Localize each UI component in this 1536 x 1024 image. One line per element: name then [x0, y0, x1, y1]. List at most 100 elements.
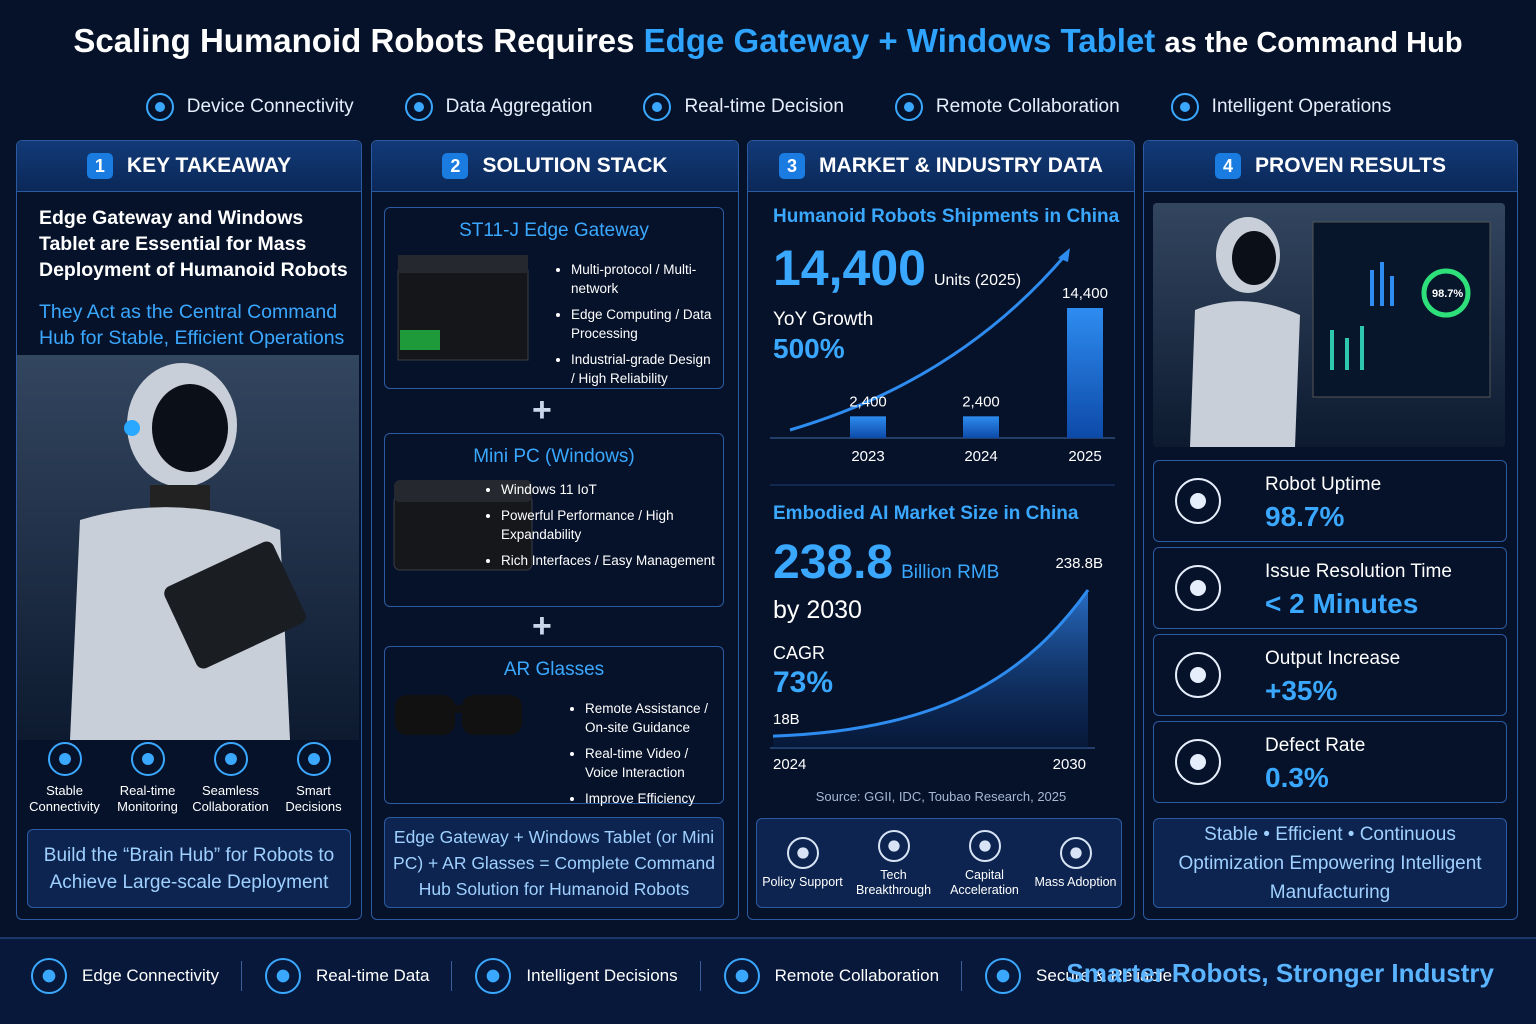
footer-label: Secure & Reliable — [1036, 966, 1173, 985]
icon-shape — [1175, 478, 1221, 524]
market-area — [773, 590, 1088, 748]
panel-header: 1 KEY TAKEAWAY — [17, 141, 361, 192]
icon-shape — [652, 102, 663, 112]
separator — [241, 961, 243, 991]
metric-label: Robot Uptime — [1265, 474, 1382, 495]
value-label: 2,400 — [962, 393, 1000, 410]
icon-shape — [1059, 837, 1092, 869]
value-label: 238.8B — [1055, 555, 1103, 572]
separator — [961, 961, 963, 991]
heading: MARKET & INDUSTRY DATA — [819, 154, 1103, 177]
icon-label: Smart Decisions — [285, 783, 342, 814]
feature-label: Real-time Decision — [684, 96, 844, 117]
icon-shape — [1190, 667, 1206, 683]
icon — [47, 742, 82, 776]
footer-box: Build the “Brain Hub” for Robots to Achi… — [27, 829, 351, 908]
feature-label: Data Aggregation — [445, 96, 593, 117]
metric-value: < 2 Minutes — [1265, 588, 1419, 619]
screen-value: 98.7% — [1432, 288, 1464, 300]
bar — [963, 416, 999, 438]
big-stat: 14,400 Units (2025) — [773, 239, 1021, 297]
value-label: 2,400 — [849, 393, 887, 410]
value-label: 18B — [773, 711, 800, 728]
separator — [699, 961, 701, 991]
icon-shape — [404, 93, 433, 121]
product-name: AR Glasses — [503, 659, 605, 680]
value-label: 14,400 — [1062, 285, 1108, 302]
feature: Real-time Decision — [642, 92, 844, 122]
product-box: Mini PC (Windows) Windows 11 IoT Powerful … — [384, 433, 724, 607]
plus: + — [532, 391, 552, 429]
results-footer: Stable • Efficient • Continuous Optimiza… — [1153, 818, 1507, 908]
bullet: Real-time Video / Voice Interaction — [585, 744, 717, 782]
feature-label: Intelligent Operations — [1211, 96, 1392, 117]
product-name: ST11-J Edge Gateway — [459, 220, 649, 241]
feature-label: Remote Collaboration — [935, 96, 1120, 117]
icon-label: Seamless Collaboration — [192, 783, 269, 814]
icon-shape — [413, 102, 424, 112]
robot-figure — [70, 363, 306, 740]
icon-shape — [47, 742, 82, 776]
gateway-image — [397, 255, 529, 361]
feature: Intelligent Operations — [1170, 92, 1392, 122]
bullet: Multi-protocol / Multi-network — [571, 260, 717, 298]
title: Scaling Humanoid Robots Requires Edge Ga… — [0, 22, 1536, 60]
icon-shape — [1190, 580, 1206, 596]
icon-shape — [154, 102, 165, 112]
heading: KEY TAKEAWAY — [126, 154, 292, 177]
bullet: Windows 11 IoT — [501, 480, 717, 499]
icon-shape — [796, 847, 809, 859]
icon-shape — [643, 93, 672, 121]
icon — [296, 742, 331, 776]
badge: 2 — [442, 153, 469, 179]
icon — [1059, 837, 1092, 869]
panel-header: 4 PROVEN RESULTS — [1144, 141, 1517, 192]
badge: 4 — [1215, 153, 1242, 179]
icon — [985, 958, 1022, 994]
plus: + — [532, 607, 552, 645]
icon-shape — [307, 753, 320, 765]
icon-shape — [265, 958, 302, 994]
title-highlight: Edge Gateway + Windows Tablet — [643, 22, 1156, 59]
footer-item: Remote Collaboration — [723, 957, 939, 995]
icon — [1170, 93, 1199, 121]
title-part: as the Command Hub — [1164, 27, 1463, 59]
icon-shape — [276, 969, 290, 983]
panel-header: 3 MARKET & INDUSTRY DATA — [748, 141, 1134, 192]
icon-shape — [475, 958, 512, 994]
summary: Edge Gateway + Windows Tablet (or Mini P… — [393, 826, 715, 899]
icon-shape — [786, 837, 819, 869]
cagr-label: CAGR — [773, 643, 826, 663]
driver: Capital Acceleration — [943, 829, 1027, 898]
icon — [1175, 739, 1221, 785]
icon — [130, 742, 165, 776]
footer-text: Build the “Brain Hub” for Robots to Achi… — [43, 844, 335, 893]
by-year: by 2030 — [773, 596, 862, 624]
icon-item: Smart Decisions — [273, 741, 355, 815]
unit: Billion RMB — [901, 562, 1000, 583]
bullets: Windows 11 IoT Powerful Performance / Hig… — [485, 480, 717, 577]
icon-shape — [145, 93, 174, 121]
minipc-image — [393, 480, 533, 571]
bar — [1067, 308, 1103, 438]
footer-items: Edge Connectivity Real-time Data Intellige… — [30, 952, 1172, 1000]
feature: Device Connectivity — [145, 92, 354, 122]
results-robot — [1190, 217, 1300, 447]
product-box: AR Glasses Remote Assistance / On-site Gu… — [384, 646, 724, 806]
x-label: 2024 — [964, 448, 997, 465]
metric-label: Defect Rate — [1265, 735, 1366, 756]
bullet: Edge Computing / Data Processing — [571, 305, 717, 343]
icon-shape — [985, 958, 1022, 994]
bullet: Improve Efficiency — [585, 789, 717, 808]
icon — [404, 93, 433, 121]
metric-label: Output Increase — [1265, 648, 1401, 669]
metric-value: +35% — [1265, 675, 1338, 706]
icon-shape — [1175, 565, 1221, 611]
statement: Edge Gateway and Windows Tablet are Esse… — [39, 207, 348, 281]
icon-shape — [130, 742, 165, 776]
bullet: Industrial-grade Design / High Reliabili… — [571, 350, 717, 388]
chart-title: Embodied AI Market Size in China — [773, 503, 1079, 524]
bullets: Multi-protocol / Multi-network Edge Compu… — [555, 260, 717, 395]
icon — [265, 958, 302, 994]
icon-shape — [978, 839, 991, 852]
